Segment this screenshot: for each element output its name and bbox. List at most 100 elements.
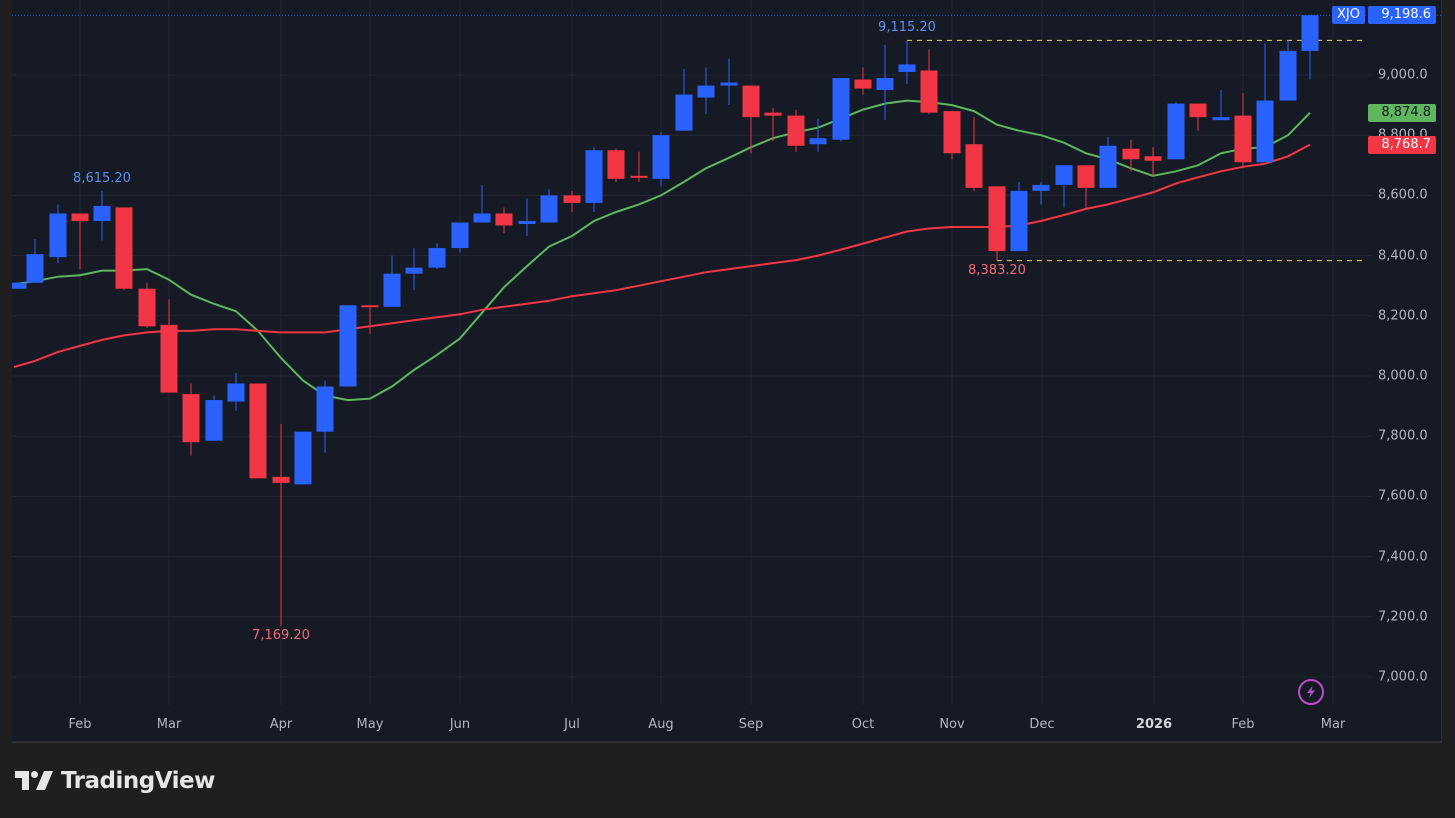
price-axis-label: 7,200.0 <box>1378 609 1428 625</box>
candle-down[interactable] <box>249 383 267 479</box>
candle-down[interactable] <box>272 476 290 483</box>
candle-up[interactable] <box>876 78 894 91</box>
candle-up[interactable] <box>339 305 357 387</box>
candle-down[interactable] <box>495 213 513 226</box>
lightning-bolt-button[interactable] <box>1298 679 1324 705</box>
candle-down[interactable] <box>1144 156 1162 161</box>
symbol-badge[interactable]: XJO <box>1332 6 1365 25</box>
chart-canvas[interactable] <box>12 0 1442 743</box>
candle-down[interactable] <box>1189 103 1207 118</box>
candle-down[interactable] <box>764 112 782 116</box>
candle-down[interactable] <box>1122 148 1140 160</box>
time-axis-label: Apr <box>269 717 293 732</box>
candle-down[interactable] <box>943 111 961 154</box>
candle-up[interactable] <box>1055 165 1073 185</box>
candle-up[interactable] <box>473 213 491 223</box>
time-axis-label: Mar <box>156 717 182 732</box>
candle-up[interactable] <box>832 78 850 140</box>
tradingview-logo-icon <box>15 771 53 790</box>
candle-up[interactable] <box>652 135 670 179</box>
candle-up[interactable] <box>675 94 693 131</box>
price-axis-label: 8,000.0 <box>1378 368 1428 384</box>
candle-up[interactable] <box>720 82 738 86</box>
candle-down[interactable] <box>138 288 156 327</box>
high-annotation: 9,115.20 <box>878 20 936 36</box>
candle-up[interactable] <box>428 248 446 268</box>
candle-down[interactable] <box>182 394 200 443</box>
candle-up[interactable] <box>49 213 67 258</box>
candle-down[interactable] <box>115 207 133 289</box>
candle-up[interactable] <box>518 220 536 224</box>
candle-up[interactable] <box>93 205 111 221</box>
candle-down[interactable] <box>965 144 983 188</box>
candle-up[interactable] <box>1301 15 1319 51</box>
candle-up[interactable] <box>540 195 558 223</box>
candle-down[interactable] <box>742 85 760 118</box>
candle-down[interactable] <box>160 324 178 393</box>
time-axis-label: May <box>356 717 384 732</box>
price-axis-label: 7,800.0 <box>1378 428 1428 444</box>
candle-up[interactable] <box>1099 145 1117 188</box>
candle-up[interactable] <box>405 267 423 274</box>
candle-down[interactable] <box>361 305 379 308</box>
candle-up[interactable] <box>1167 103 1185 160</box>
candle-up[interactable] <box>1032 184 1050 191</box>
time-axis-label: Feb <box>1231 717 1255 732</box>
candle-up[interactable] <box>316 386 334 432</box>
lightning-bolt-icon <box>1307 686 1315 698</box>
time-axis-label: Nov <box>939 717 965 732</box>
moving-average-line <box>13 143 1311 368</box>
candle-up[interactable] <box>809 138 827 145</box>
candle-down[interactable] <box>563 195 581 203</box>
candle-down[interactable] <box>607 150 625 179</box>
candle-up[interactable] <box>898 64 916 72</box>
candle-up[interactable] <box>383 273 401 307</box>
moving-average-line <box>13 99 1311 402</box>
chart-frame[interactable] <box>12 0 1442 743</box>
time-axis-label: Sep <box>738 717 764 732</box>
price-badge: 8,874.8 <box>1368 103 1436 122</box>
candle-up[interactable] <box>12 282 27 289</box>
candle-down[interactable] <box>630 175 648 178</box>
candle-down[interactable] <box>1234 115 1252 163</box>
time-axis-label: Mar <box>1320 717 1346 732</box>
candle-up[interactable] <box>1212 117 1230 121</box>
time-axis-label: Feb <box>68 717 92 732</box>
brand-name: TradingView <box>61 768 215 794</box>
candle-down[interactable] <box>854 79 872 89</box>
candle-down[interactable] <box>787 115 805 146</box>
price-badge: 9,198.6 <box>1368 6 1436 25</box>
price-axis-label: 7,400.0 <box>1378 549 1428 565</box>
candle-up[interactable] <box>1256 100 1274 163</box>
price-axis-label: 7,600.0 <box>1378 488 1428 504</box>
low-annotation: 7,169.20 <box>252 628 310 644</box>
tradingview-logo[interactable]: TradingView <box>15 766 215 796</box>
candle-up[interactable] <box>697 85 715 98</box>
time-axis-label: Jun <box>449 717 471 732</box>
price-axis-label: 9,000.0 <box>1378 67 1428 83</box>
candle-down[interactable] <box>71 213 89 221</box>
candle-up[interactable] <box>26 254 44 283</box>
price-axis-label: 7,000.0 <box>1378 669 1428 685</box>
price-badge: 8,768.7 <box>1368 135 1436 154</box>
candle-up[interactable] <box>1279 50 1297 101</box>
time-axis-label: Jul <box>564 717 580 732</box>
candle-down[interactable] <box>920 70 938 113</box>
candle-up[interactable] <box>227 383 245 402</box>
price-axis-label: 8,400.0 <box>1378 248 1428 264</box>
candle-up[interactable] <box>205 400 223 441</box>
candle-down[interactable] <box>1077 165 1095 188</box>
candle-up[interactable] <box>585 150 603 203</box>
time-axis-label: 2026 <box>1135 717 1173 732</box>
candle-up[interactable] <box>294 431 312 485</box>
high-annotation: 8,615.20 <box>73 170 131 186</box>
time-axis-label: Aug <box>648 717 674 732</box>
candle-up[interactable] <box>451 222 469 249</box>
candle-down[interactable] <box>988 186 1006 252</box>
price-axis-label: 8,200.0 <box>1378 308 1428 324</box>
candle-up[interactable] <box>1010 190 1028 252</box>
time-axis-label: Oct <box>851 717 875 732</box>
low-annotation: 8,383.20 <box>968 262 1026 278</box>
price-axis-label: 8,600.0 <box>1378 187 1428 203</box>
time-axis-label: Dec <box>1029 717 1055 732</box>
